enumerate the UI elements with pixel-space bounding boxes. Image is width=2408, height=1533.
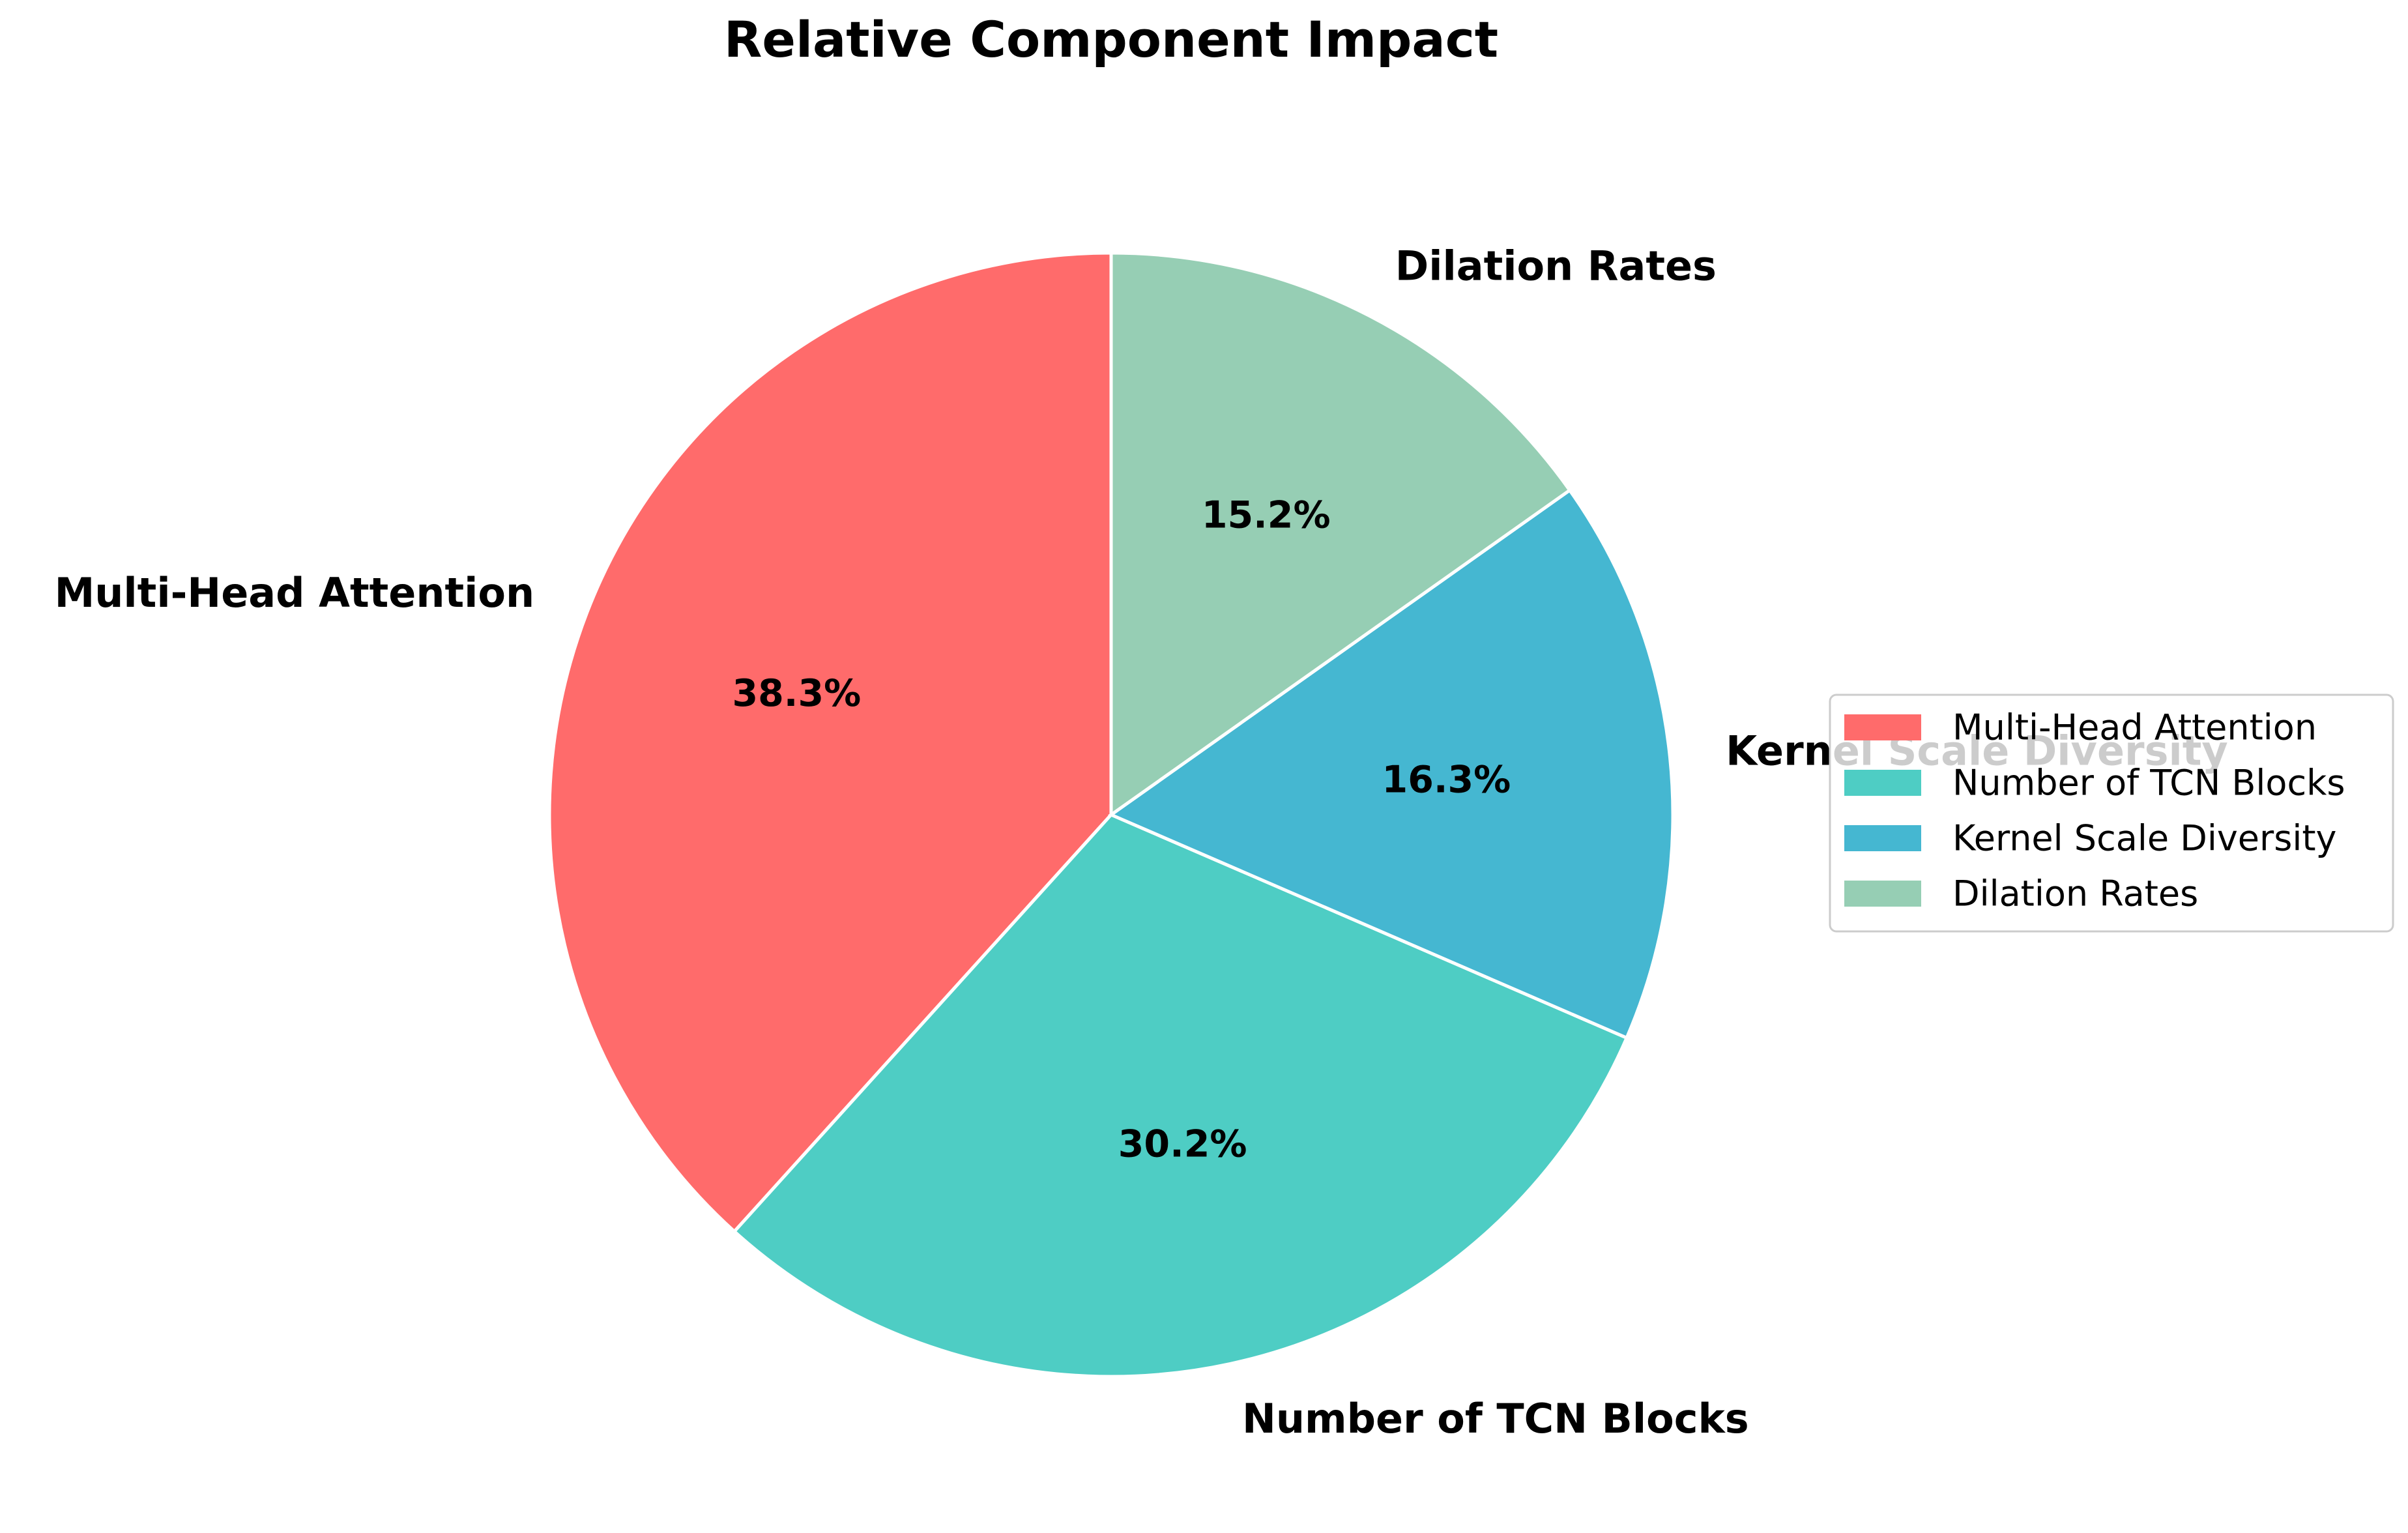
legend-entry-dilation-rates: Dilation Rates <box>1952 873 2198 914</box>
slice-label-number-of-tcn-blocks: Number of TCN Blocks <box>1242 1395 1749 1442</box>
legend-entry-kernel-scale-diversity: Kernel Scale Diversity <box>1952 818 2337 859</box>
slice-label-dilation-rates: Dilation Rates <box>1395 242 1717 289</box>
legend-swatch-multi-head-attention <box>1844 714 1921 740</box>
legend-entry-multi-head-attention: Multi-Head Attention <box>1952 707 2317 748</box>
pct-label-multi-head-attention: 38.3% <box>732 672 861 715</box>
pct-label-kernel-scale-diversity: 16.3% <box>1382 758 1511 801</box>
percentage-labels: 38.3% 30.2% 16.3% 15.2% <box>732 494 1511 1166</box>
legend: Multi-Head Attention Number of TCN Blocks… <box>1829 694 2394 933</box>
pct-label-number-of-tcn-blocks: 30.2% <box>1118 1122 1247 1165</box>
pie-slice-number-of-tcn-blocks <box>732 812 1629 1379</box>
legend-swatch-number-of-tcn-blocks <box>1844 770 1921 796</box>
pie-slice-kernel-scale-diversity <box>1107 488 1675 1040</box>
pct-label-dilation-rates: 15.2% <box>1202 494 1331 537</box>
pie-slice-dilation-rates <box>1109 251 1573 818</box>
chart-title: Relative Component Impact <box>724 10 1498 68</box>
pie-slices <box>547 251 1675 1379</box>
legend-frame <box>1829 694 2394 933</box>
legend-swatch-dilation-rates <box>1844 881 1921 907</box>
slice-label-multi-head-attention: Multi-Head Attention <box>55 569 535 617</box>
legend-swatch-kernel-scale-diversity <box>1844 825 1921 851</box>
pie-slice-multi-head-attention <box>547 251 1113 1234</box>
legend-entry-number-of-tcn-blocks: Number of TCN Blocks <box>1952 763 2345 804</box>
